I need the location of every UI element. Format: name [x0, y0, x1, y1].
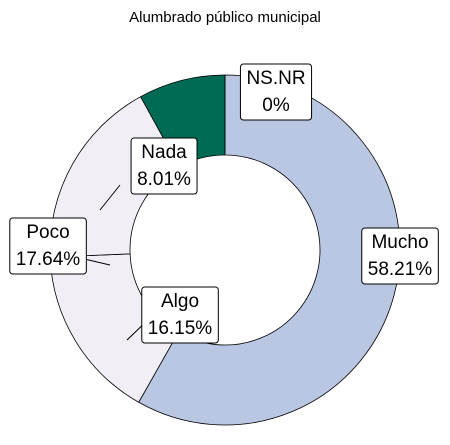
slice [49, 96, 180, 258]
category-label: Algo [161, 291, 199, 312]
value-label: 17.64% [16, 249, 81, 270]
value-label: 0% [262, 95, 290, 116]
label-box [141, 286, 219, 344]
chart-title: Alumbrado público municipal [129, 9, 321, 26]
value-label: 58.21% [368, 259, 433, 280]
label: Nada 8.01% [130, 137, 198, 195]
leader-line [99, 184, 121, 211]
value-label: 16.15% [148, 318, 213, 339]
category-label: Nada [141, 142, 187, 163]
label: Mucho 58.21% [361, 227, 439, 285]
category-label: NS.NR [246, 68, 305, 89]
label-box [130, 137, 198, 195]
value-label: 8.01% [137, 169, 191, 190]
label: Algo 16.15% [141, 286, 219, 344]
label-box [9, 217, 87, 275]
category-label: Poco [26, 222, 69, 243]
category-label: Mucho [371, 232, 428, 253]
label-box [239, 63, 313, 121]
label-box [361, 227, 439, 285]
slice [138, 74, 401, 426]
label: Poco 17.64% [9, 217, 87, 275]
label: NS.NR 0% [239, 63, 313, 121]
